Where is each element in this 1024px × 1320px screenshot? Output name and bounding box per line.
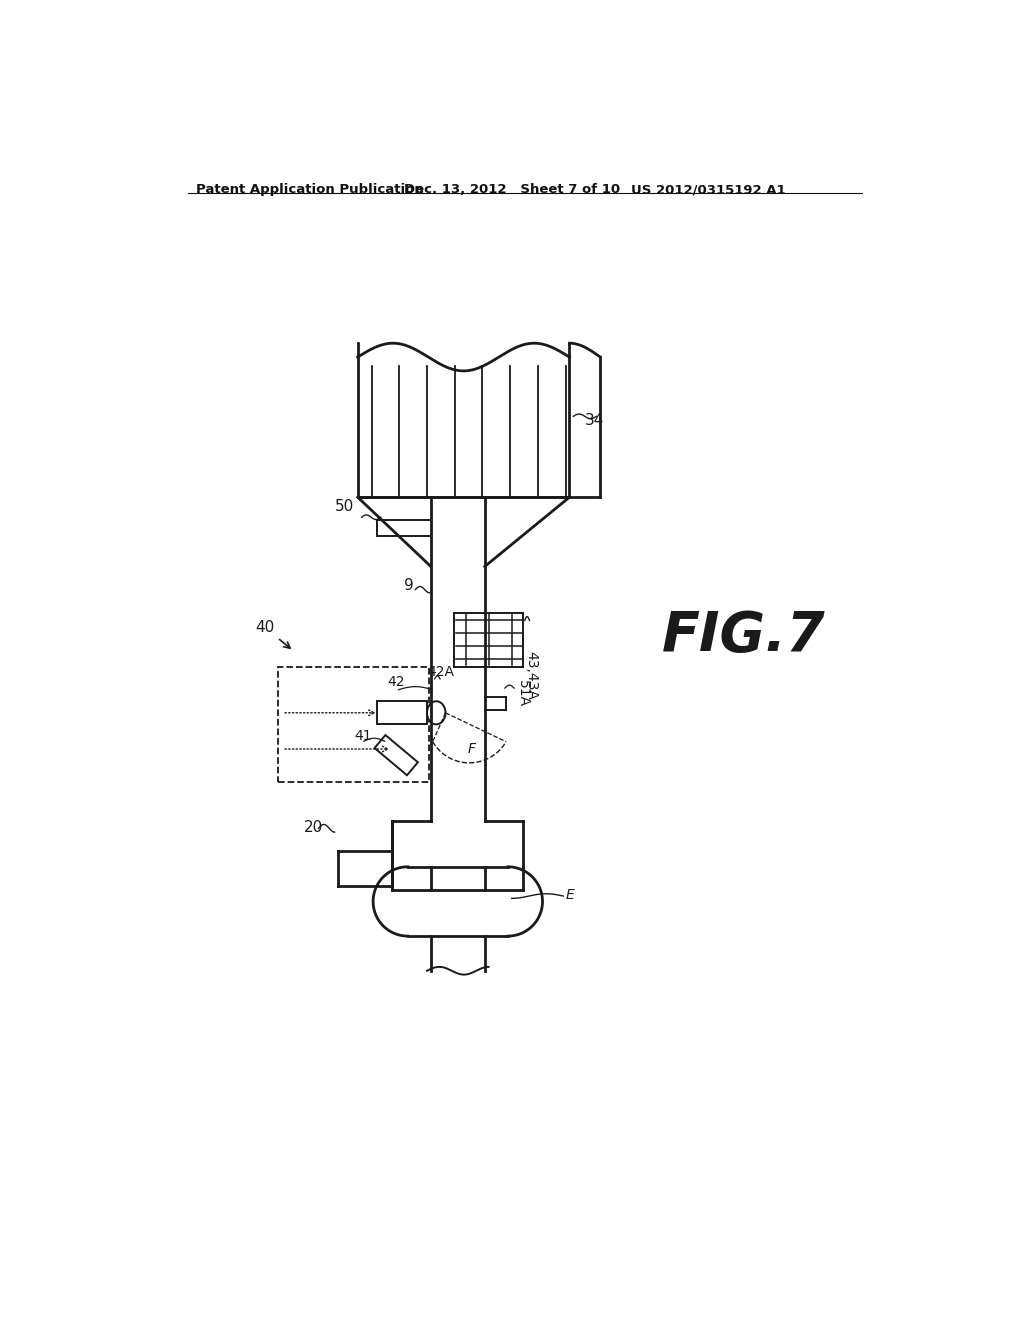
Text: 41: 41 <box>354 729 372 743</box>
Text: 50: 50 <box>335 499 354 513</box>
Text: 42: 42 <box>387 675 404 689</box>
Text: Dec. 13, 2012   Sheet 7 of 10: Dec. 13, 2012 Sheet 7 of 10 <box>403 183 621 197</box>
Text: 40: 40 <box>255 620 290 648</box>
Text: 42A: 42A <box>427 665 454 678</box>
Text: 20: 20 <box>304 820 323 836</box>
Bar <box>279 667 429 781</box>
Text: FIG.7: FIG.7 <box>662 609 825 663</box>
Bar <box>377 701 427 725</box>
Polygon shape <box>375 735 418 775</box>
Text: F: F <box>468 742 476 756</box>
Ellipse shape <box>427 701 445 725</box>
Text: 43,43A: 43,43A <box>524 651 538 700</box>
Text: 9: 9 <box>403 578 414 593</box>
Text: 51A: 51A <box>515 681 529 708</box>
Text: 34: 34 <box>585 413 604 428</box>
Text: E: E <box>565 888 574 902</box>
Text: Patent Application Publication: Patent Application Publication <box>196 183 424 197</box>
Text: US 2012/0315192 A1: US 2012/0315192 A1 <box>631 183 785 197</box>
